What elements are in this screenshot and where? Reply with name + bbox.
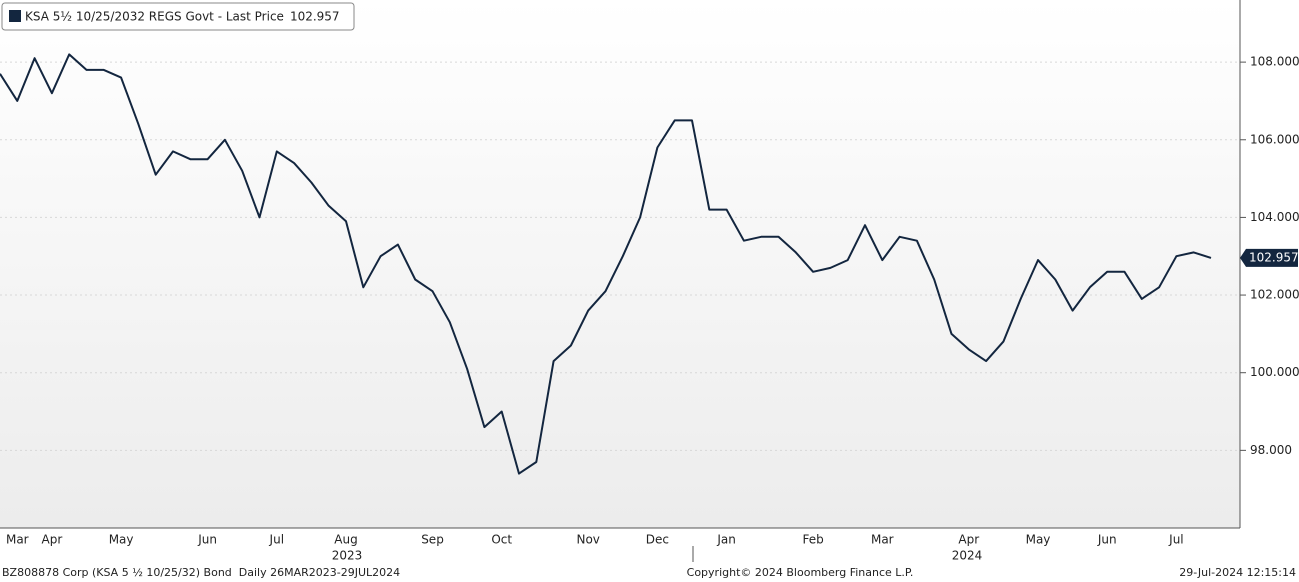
x-tick-label: Aug xyxy=(334,533,357,547)
x-tick-label: Jul xyxy=(269,533,284,547)
x-tick-label: Nov xyxy=(576,533,599,547)
legend-label: KSA 5½ 10/25/2032 REGS Govt - Last Price xyxy=(25,10,284,24)
x-tick-label: May xyxy=(109,533,134,547)
legend-value: 102.957 xyxy=(290,10,340,24)
last-price-tag xyxy=(1240,248,1298,267)
x-tick-label: Mar xyxy=(6,533,29,547)
footer-right: 29-Jul-2024 12:15:14 xyxy=(1179,566,1296,579)
legend-box xyxy=(1,2,355,31)
x-tick-label: Jul xyxy=(1168,533,1183,547)
x-tick-label: Mar xyxy=(871,533,894,547)
x-tick-label: Feb xyxy=(802,533,823,547)
x-tick-label: May xyxy=(1026,533,1051,547)
y-tick-label: 104.000 xyxy=(1250,210,1299,224)
y-tick-label: 98.000 xyxy=(1250,443,1292,457)
x-tick-label: Dec xyxy=(646,533,669,547)
footer-center: Copyright© 2024 Bloomberg Finance L.P. xyxy=(687,566,914,579)
x-tick-label: Jan xyxy=(716,533,736,547)
price-line xyxy=(0,53,1212,475)
year-label: 2024 xyxy=(952,549,983,563)
x-tick-label: Jun xyxy=(1097,533,1117,547)
y-tick-label: 106.000 xyxy=(1250,132,1299,146)
last-price-label: 102.957 xyxy=(1249,250,1299,264)
x-tick-label: Oct xyxy=(491,533,512,547)
x-tick-label: Sep xyxy=(421,533,444,547)
x-tick-label: Apr xyxy=(958,533,979,547)
legend-swatch xyxy=(9,10,21,22)
y-tick-label: 100.000 xyxy=(1250,365,1299,379)
y-tick-label: 102.000 xyxy=(1250,288,1299,302)
legend: KSA 5½ 10/25/2032 REGS Govt - Last Price… xyxy=(1,2,355,31)
footer-left: BZ808878 Corp (KSA 5 ½ 10/25/32) Bond Da… xyxy=(2,566,400,579)
x-tick-label: Apr xyxy=(42,533,63,547)
x-tick-label: Jun xyxy=(197,533,217,547)
year-label: 2023 xyxy=(332,549,363,563)
y-tick-label: 108.000 xyxy=(1250,55,1299,69)
